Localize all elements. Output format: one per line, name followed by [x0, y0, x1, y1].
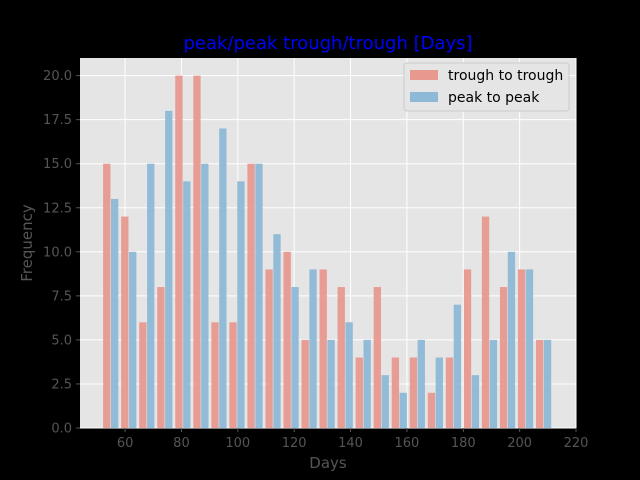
bar-trough-to-trough: [193, 75, 201, 428]
bar-trough-to-trough: [157, 287, 165, 428]
bar-peak-to-peak: [111, 198, 119, 428]
bar-peak-to-peak: [471, 375, 480, 428]
legend: trough to trough peak to peak: [403, 62, 570, 112]
x-tick-label: 220: [564, 436, 589, 451]
bar-trough-to-trough: [463, 269, 472, 428]
x-tick-label: 100: [225, 436, 250, 451]
bar-peak-to-peak: [309, 269, 317, 428]
y-tick-label: 7.5: [51, 289, 72, 304]
x-tick-label: 180: [451, 436, 476, 451]
bar-trough-to-trough: [175, 75, 183, 428]
bar-peak-to-peak: [381, 375, 389, 428]
bar-peak-to-peak: [219, 128, 227, 428]
y-axis-label: Frequency: [18, 204, 36, 282]
bar-trough-to-trough: [229, 322, 237, 428]
y-tick-label: 10.0: [43, 245, 72, 260]
bar-trough-to-trough: [481, 216, 490, 428]
bar-trough-to-trough: [445, 357, 454, 428]
bar-peak-to-peak: [543, 339, 552, 428]
bar-trough-to-trough: [247, 163, 255, 428]
bar-trough-to-trough: [409, 357, 418, 428]
y-tick-label: 12.5: [43, 201, 72, 216]
bar-trough-to-trough: [373, 287, 381, 428]
legend-label-peak: peak to peak: [448, 90, 540, 106]
bar-peak-to-peak: [291, 287, 299, 428]
bar-trough-to-trough: [211, 322, 219, 428]
y-axis-ticks: 0.0 2.5 5.0 7.5 10.0 12.5 15.0 17.5 20.0: [43, 69, 80, 437]
bar-peak-to-peak: [345, 322, 353, 428]
bar-peak-to-peak: [201, 163, 209, 428]
bar-peak-to-peak: [255, 163, 263, 428]
bar-trough-to-trough: [139, 322, 147, 428]
bar-peak-to-peak: [273, 234, 281, 428]
bar-trough-to-trough: [535, 339, 544, 428]
x-tick-label: 60: [117, 436, 134, 451]
bar-peak-to-peak: [363, 339, 371, 428]
bar-peak-to-peak: [417, 339, 425, 428]
x-tick-label: 140: [338, 436, 363, 451]
bar-peak-to-peak: [399, 392, 407, 428]
bar-trough-to-trough: [355, 357, 363, 428]
bar-trough-to-trough: [499, 287, 508, 428]
bar-trough-to-trough: [301, 339, 309, 428]
bar-trough-to-trough: [283, 251, 291, 428]
bar-peak-to-peak: [327, 339, 335, 428]
x-axis-ticks: 60 80 100 120 140 160 180 200 220: [117, 428, 589, 451]
bar-trough-to-trough: [265, 269, 273, 428]
x-tick-label: 120: [282, 436, 307, 451]
legend-label-trough: trough to trough: [448, 68, 563, 84]
bar-peak-to-peak: [165, 110, 173, 428]
x-axis-label: Days: [309, 454, 347, 472]
y-tick-label: 15.0: [43, 157, 72, 172]
legend-swatch-trough: [410, 70, 438, 80]
y-tick-label: 2.5: [51, 377, 72, 392]
bars-group: [103, 75, 552, 428]
x-tick-label: 80: [173, 436, 190, 451]
bar-peak-to-peak: [525, 269, 534, 428]
x-tick-label: 160: [394, 436, 419, 451]
bar-trough-to-trough: [391, 357, 400, 428]
bar-peak-to-peak: [237, 181, 245, 428]
bar-peak-to-peak: [147, 163, 155, 428]
x-tick-label: 200: [507, 436, 532, 451]
bar-trough-to-trough: [337, 287, 345, 428]
bar-trough-to-trough: [121, 216, 129, 428]
legend-box: [403, 62, 570, 112]
bar-trough-to-trough: [319, 269, 327, 428]
bar-trough-to-trough: [103, 163, 111, 428]
bar-peak-to-peak: [453, 304, 462, 428]
bar-peak-to-peak: [129, 251, 137, 428]
y-tick-label: 20.0: [43, 69, 72, 84]
chart-title: peak/peak trough/trough [Days]: [183, 33, 472, 54]
bar-trough-to-trough: [427, 392, 436, 428]
legend-swatch-peak: [410, 92, 438, 102]
bar-peak-to-peak: [435, 357, 443, 428]
bar-peak-to-peak: [507, 251, 516, 428]
bar-peak-to-peak: [489, 339, 498, 428]
y-tick-label: 5.0: [51, 333, 72, 348]
bar-peak-to-peak: [183, 181, 191, 428]
bar-trough-to-trough: [517, 269, 526, 428]
y-tick-label: 17.5: [43, 113, 72, 128]
y-tick-label: 0.0: [51, 422, 72, 437]
